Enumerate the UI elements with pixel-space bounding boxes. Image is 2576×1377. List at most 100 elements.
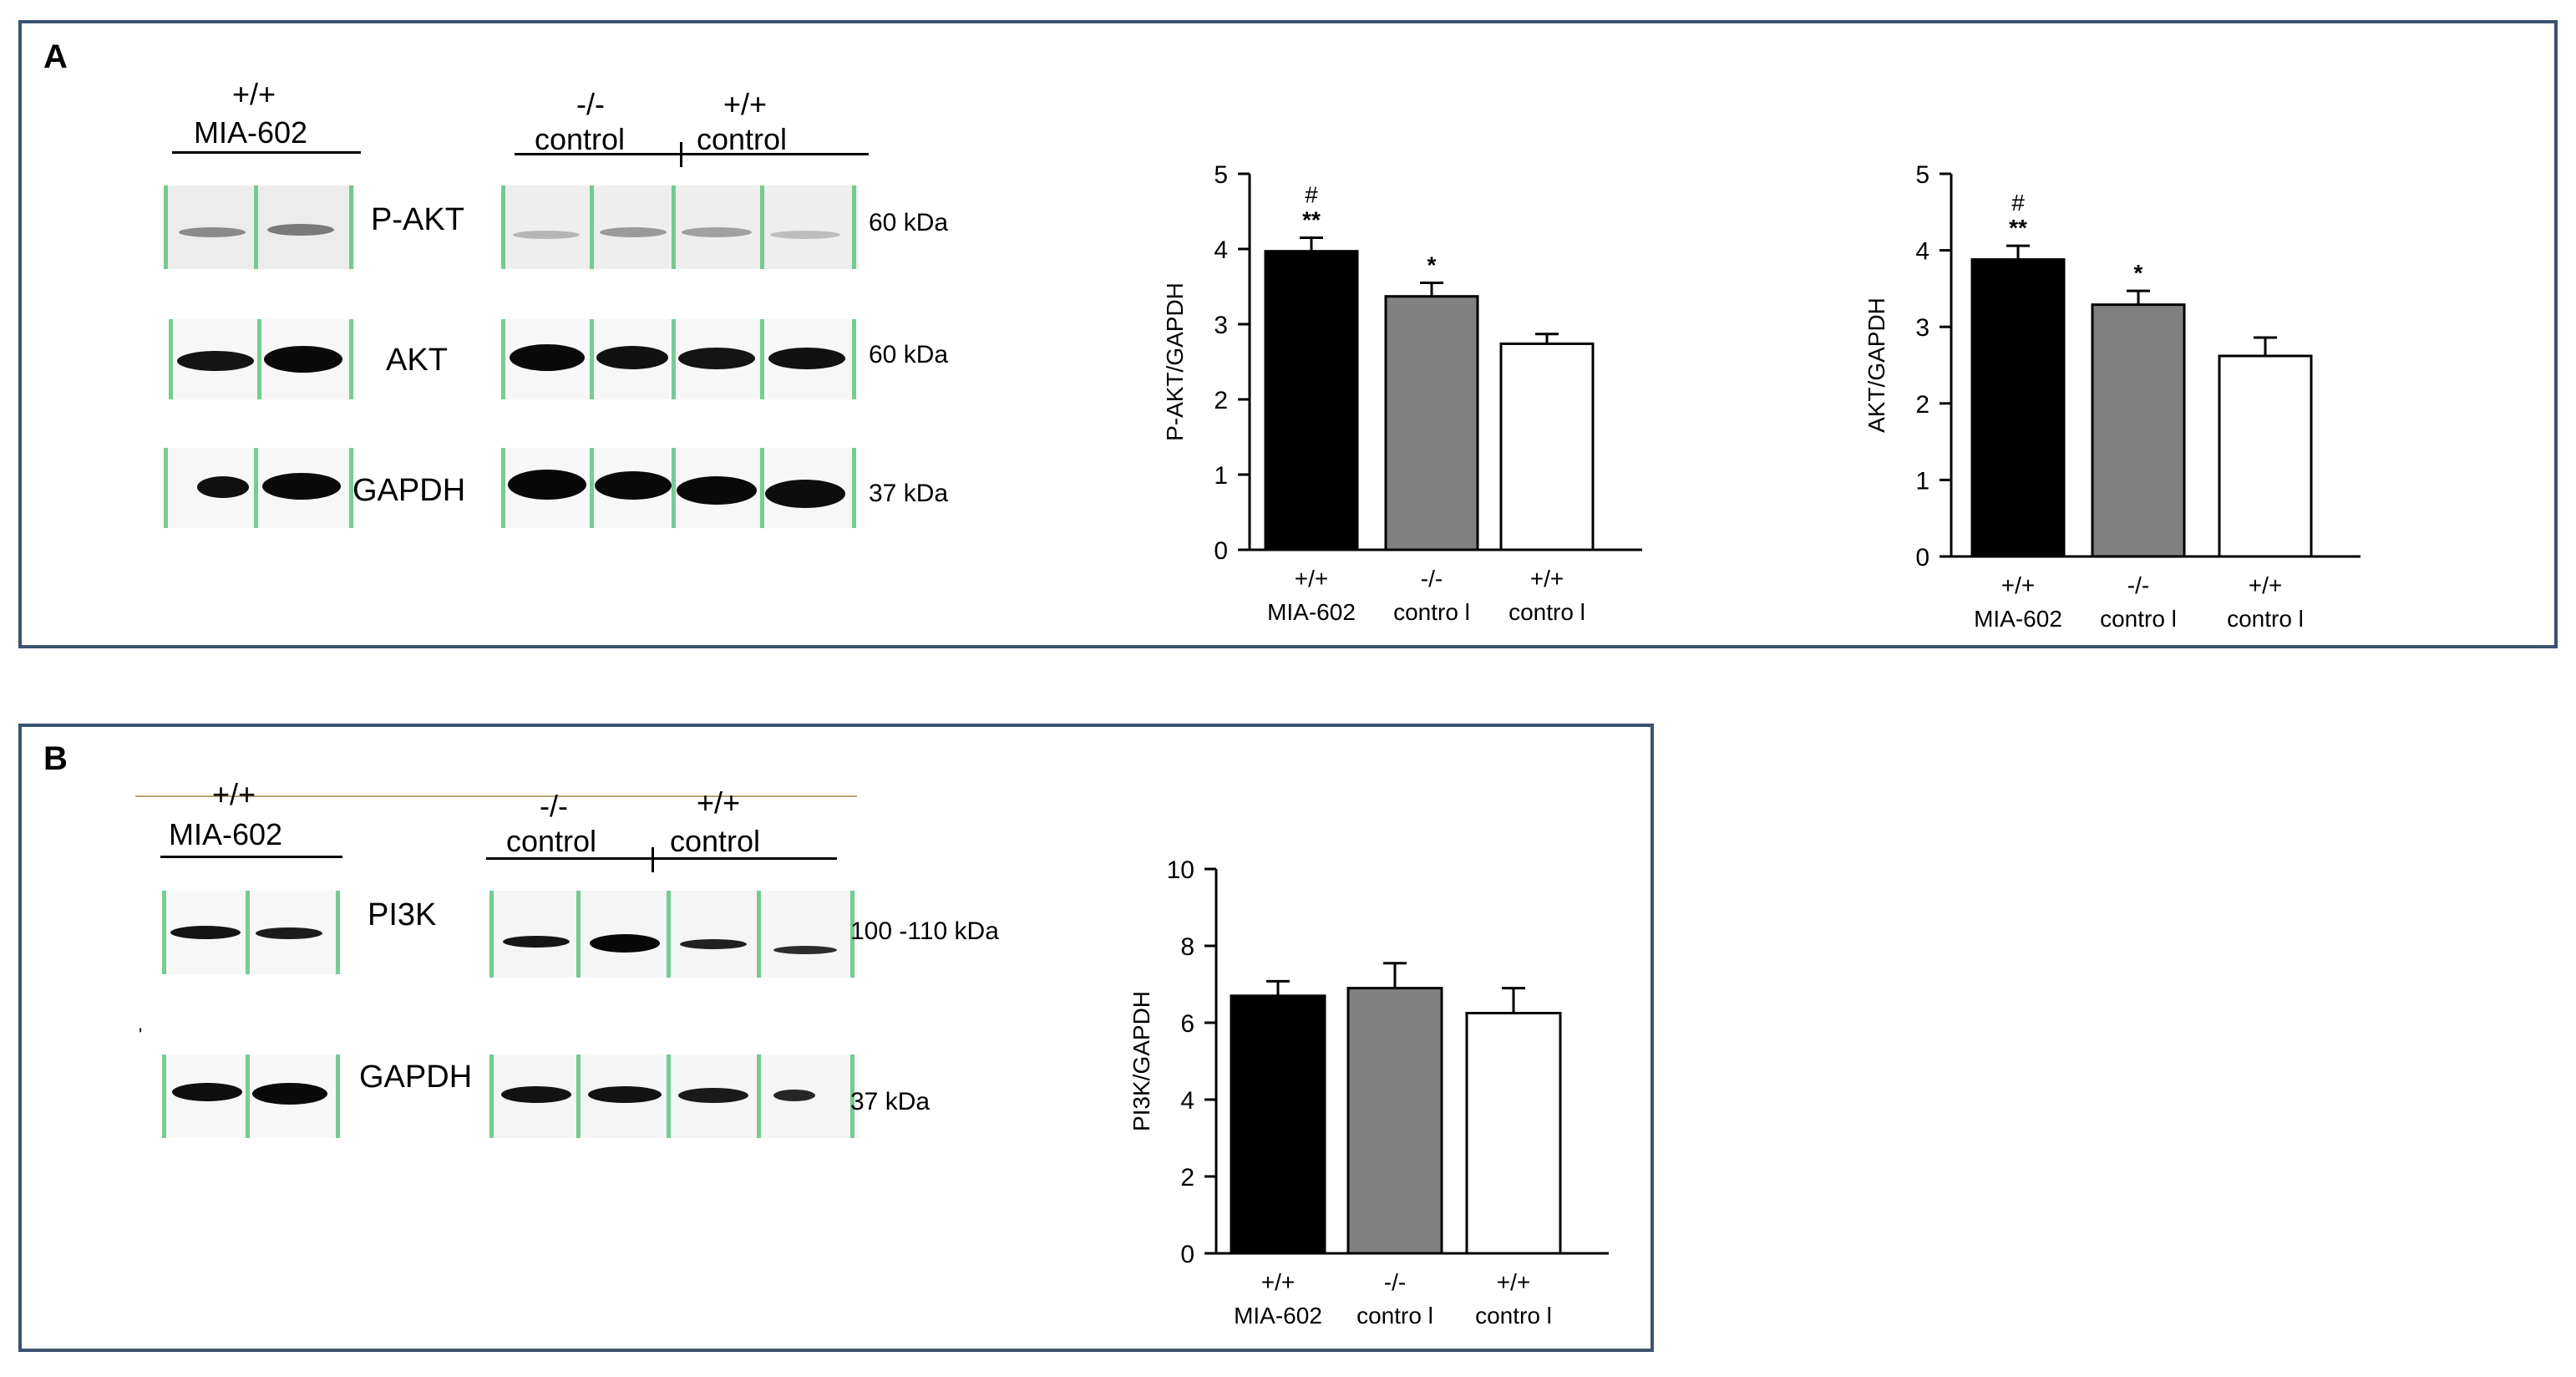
blot-strip-pi3k-right <box>489 891 857 978</box>
blot-kda-pakt: 60 kDa <box>869 209 949 236</box>
group-genotype-ko: -/- <box>576 87 605 121</box>
x-category-label: +/+ <box>1497 1269 1530 1295</box>
group-genotype-mia: +/+ <box>232 77 276 111</box>
bar-mia <box>1264 250 1359 551</box>
blot-kda-akt: 60 kDa <box>869 341 949 368</box>
blot-label-akt: AKT <box>386 343 448 378</box>
significance-mark: * <box>2134 260 2143 286</box>
stray-tick: ' <box>139 1024 143 1045</box>
group-underline-mia <box>172 151 361 154</box>
blot-label-gapdh: GAPDH <box>359 1059 473 1095</box>
group-treatment-wt: control <box>670 824 761 858</box>
significance-mark: # <box>2011 190 2025 216</box>
group-treatment-mia: MIA-602 <box>169 817 283 851</box>
bar-ko <box>1384 295 1479 551</box>
bar-wt <box>1465 1012 1562 1255</box>
y-tick-label: 6 <box>1180 1010 1194 1038</box>
blot-strip-akt-left <box>169 319 354 399</box>
x-category-label: +/+ <box>2249 572 2282 598</box>
panel-letter: A <box>43 38 68 75</box>
bar-mia <box>1970 258 2066 558</box>
y-tick-label: 0 <box>1180 1241 1194 1268</box>
x-category-label: +/+ <box>1295 566 1328 592</box>
group-treatment-ko: control <box>535 122 626 156</box>
chart-pakt-gapdh: 0 1 2 3 4 5 P-AKT/GAPDH #** +/+ MIA-602 * -/- contro… <box>1162 161 1642 625</box>
y-tick-label: 2 <box>1915 391 1929 419</box>
blot-kda-gapdh: 37 kDa <box>850 1088 931 1115</box>
x-category-label: contro l <box>2227 606 2304 632</box>
group-treatment-ko: control <box>506 824 597 858</box>
bar-ko <box>1346 987 1443 1255</box>
y-tick-label: 1 <box>1214 462 1228 490</box>
significance-mark: ** <box>1302 207 1321 233</box>
x-category-label: -/- <box>1384 1269 1406 1295</box>
group-divider <box>680 142 682 167</box>
blot-strip-akt-right <box>501 319 859 399</box>
x-category-label: MIA-602 <box>1234 1303 1322 1329</box>
blot-label-pakt: P-AKT <box>371 202 464 237</box>
chart-pi3k-gapdh: 0 2 4 6 8 10 PI3K/GAPDH +/+ MIA-602 -/- contro l +/… <box>1128 856 1609 1329</box>
y-axis-label: PI3K/GAPDH <box>1128 991 1154 1131</box>
chart-akt-gapdh: 0 1 2 3 4 5 AKT/GAPDH #** +/+ MIA-602 * -/- contro l… <box>1864 161 2360 632</box>
panel-letter: B <box>43 740 68 777</box>
significance-mark: # <box>1305 182 1318 208</box>
blot-kda-pi3k: 100 -110 kDa <box>850 917 999 945</box>
y-tick-label: 8 <box>1180 933 1194 961</box>
panel-a: A +/+ MIA-602 -/- control +/+ control P-… <box>18 20 2558 648</box>
blot-strip-gapdh-right <box>501 448 859 528</box>
y-tick-label: 5 <box>1214 161 1228 189</box>
y-axis-label: P-AKT/GAPDH <box>1162 282 1188 441</box>
x-category-label: MIA-602 <box>1974 606 2062 632</box>
y-tick-label: 4 <box>1915 238 1929 266</box>
y-tick-label: 4 <box>1214 236 1228 264</box>
x-category-label: +/+ <box>1530 566 1564 592</box>
panel-b: B +/+ MIA-602 -/- control +/+ control PI… <box>18 724 1654 1352</box>
group-topline <box>135 795 857 797</box>
group-genotype-ko: -/- <box>540 789 568 823</box>
y-tick-label: 10 <box>1167 856 1194 884</box>
blot-strip-pakt-right <box>501 185 859 269</box>
significance-mark: * <box>1427 252 1437 278</box>
x-category-label: contro l <box>1475 1303 1552 1329</box>
y-axis-label: AKT/GAPDH <box>1864 297 1889 433</box>
x-category-label: contro l <box>2100 606 2177 632</box>
group-divider <box>652 847 654 872</box>
blot-strip-pi3k-left <box>162 891 341 974</box>
y-tick-label: 4 <box>1180 1087 1194 1115</box>
group-treatment-wt: control <box>697 122 788 156</box>
x-category-label: contro l <box>1509 599 1585 625</box>
significance-mark: ** <box>2009 215 2027 241</box>
x-category-label: MIA-602 <box>1267 599 1356 625</box>
y-tick-label: 5 <box>1915 161 1929 189</box>
y-tick-label: 0 <box>1214 537 1228 565</box>
x-category-label: -/- <box>1421 566 1443 592</box>
y-tick-label: 3 <box>1915 314 1929 342</box>
blot-strip-gapdh-right <box>489 1054 859 1138</box>
blot-kda-gapdh: 37 kDa <box>869 480 949 507</box>
x-category-label: contro l <box>1356 1303 1433 1329</box>
y-tick-label: 0 <box>1915 544 1929 572</box>
blot-label-pi3k: PI3K <box>368 897 437 932</box>
group-genotype-wt: +/+ <box>723 87 768 121</box>
group-treatment-mia: MIA-602 <box>194 115 308 150</box>
y-tick-label: 1 <box>1915 467 1929 495</box>
blot-label-gapdh: GAPDH <box>352 473 466 508</box>
y-tick-label: 3 <box>1214 312 1228 339</box>
bar-mia <box>1230 994 1326 1255</box>
blot-strip-gapdh-left <box>164 448 354 528</box>
group-underline-control <box>486 857 837 860</box>
x-category-label: +/+ <box>1261 1269 1295 1295</box>
x-category-label: -/- <box>2127 572 2149 598</box>
group-genotype-wt: +/+ <box>697 785 741 820</box>
blot-strip-pakt-left <box>164 185 354 269</box>
y-tick-label: 2 <box>1214 387 1228 414</box>
x-category-label: contro l <box>1393 599 1470 625</box>
bar-wt <box>1499 342 1595 551</box>
y-tick-label: 2 <box>1180 1164 1194 1192</box>
group-underline-control <box>515 153 869 155</box>
bar-wt <box>2218 354 2313 558</box>
group-genotype-mia: +/+ <box>212 777 256 811</box>
group-underline-mia <box>160 856 342 858</box>
bar-ko <box>2091 303 2186 558</box>
blot-strip-gapdh-left <box>162 1054 341 1138</box>
